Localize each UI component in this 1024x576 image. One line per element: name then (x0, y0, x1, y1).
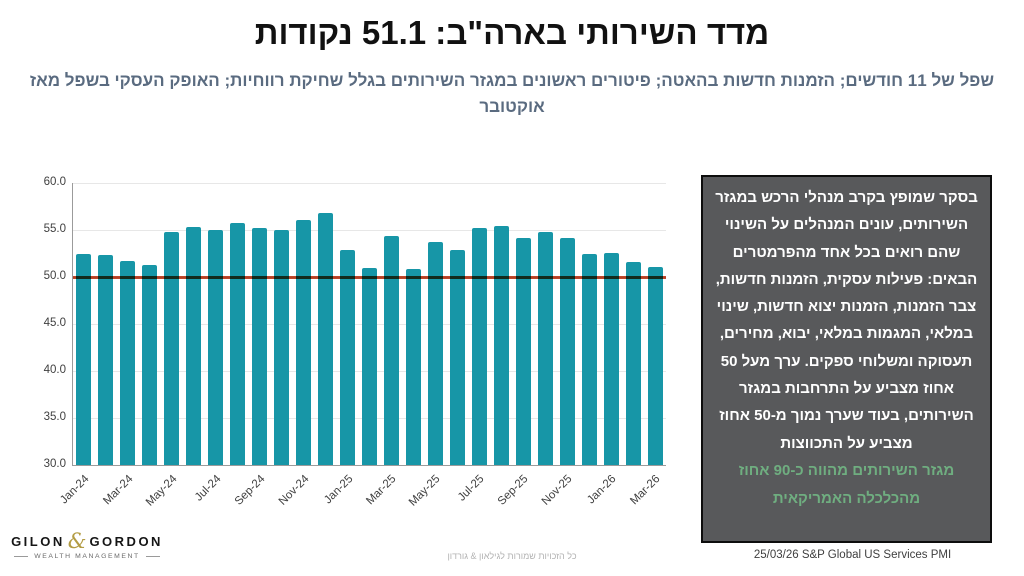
page-subtitle: שפל של 11 חודשים; הזמנות חדשות בהאטה; פי… (29, 71, 995, 117)
logo-ampersand-icon: & (67, 529, 87, 553)
source-name: S&P Global US Services PMI (801, 549, 952, 561)
bar-Jul-25 (471, 228, 487, 465)
bar-Oct-25 (537, 231, 553, 465)
logo-rule-right (145, 555, 160, 557)
gridline-60 (73, 183, 666, 184)
bar-May-24 (164, 231, 180, 465)
bar-Aug-24 (230, 223, 246, 465)
bar-Oct-24 (274, 230, 290, 465)
bar-Nov-25 (559, 238, 575, 465)
bar-Jul-24 (208, 230, 224, 465)
bar-Sep-25 (515, 237, 531, 465)
bar-Apr-24 (142, 264, 158, 465)
source-date: 25/03/26 (753, 549, 799, 561)
bar-Mar-25 (383, 235, 399, 465)
bar-Jan-25 (340, 249, 356, 465)
copyright-text: כל הזכויות שמורות לגילאון & גורדון (447, 551, 577, 561)
bar-Feb-25 (362, 267, 377, 465)
bar-Jan-24 (76, 253, 92, 465)
logo-name-right: GORDON (89, 533, 163, 549)
bar-Sep-24 (252, 228, 268, 465)
bar-Aug-25 (493, 226, 509, 465)
y-tick-35.0: 35.0 (43, 411, 66, 423)
company-logo: GILON & GORDON WEALTH MANAGEMENT (11, 529, 163, 560)
logo-name-left: GILON (11, 533, 65, 549)
bar-Mar-26 (647, 266, 663, 465)
reference-line-50 (73, 276, 666, 279)
source-line: 25/03/26 S&P Global US Services PMI (701, 549, 992, 561)
bar-Feb-26 (625, 261, 641, 465)
gridline-55 (73, 230, 666, 231)
info-box-text: בסקר שמופץ בקרב מנהלי הרכש במגזר השירותי… (715, 189, 978, 452)
logo-name: GILON & GORDON (11, 529, 163, 553)
y-tick-40.0: 40.0 (43, 364, 66, 376)
bar-Jun-24 (186, 227, 202, 465)
y-tick-55.0: 55.0 (43, 223, 66, 235)
y-tick-60.0: 60.0 (43, 176, 66, 188)
bar-Jan-26 (603, 252, 619, 465)
logo-tagline: WEALTH MANAGEMENT (34, 552, 140, 560)
bar-Feb-24 (98, 255, 114, 465)
y-tick-30.0: 30.0 (43, 458, 66, 470)
info-box: בסקר שמופץ בקרב מנהלי הרכש במגזר השירותי… (701, 175, 992, 543)
y-tick-50.0: 50.0 (43, 270, 66, 282)
plot-area (72, 183, 666, 466)
bar-Jun-25 (449, 249, 465, 465)
bar-May-25 (427, 242, 443, 465)
logo-tagline-row: WEALTH MANAGEMENT (14, 553, 160, 560)
bar-Mar-24 (120, 261, 136, 465)
bar-Apr-25 (405, 269, 421, 465)
page-title: מדד השירותי בארה"ב: 51.1 נקודות (254, 14, 770, 51)
bar-Dec-24 (318, 213, 334, 465)
info-box-highlight: מגזר השירותים מהווה כ-90 אחוז מהכלכלה הא… (738, 461, 955, 507)
bar-Dec-25 (581, 254, 597, 465)
bar-Nov-24 (296, 219, 312, 465)
y-tick-45.0: 45.0 (43, 317, 66, 329)
logo-rule-left (14, 555, 29, 557)
pmi-bar-chart: 60.0 55.0 50.0 45.0 40.0 35.0 30.0 Jan-24 Mar-2… (30, 175, 692, 537)
